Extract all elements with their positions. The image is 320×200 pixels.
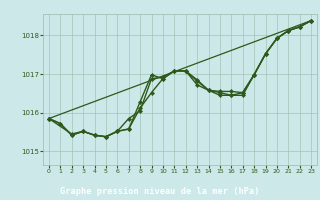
Text: Graphe pression niveau de la mer (hPa): Graphe pression niveau de la mer (hPa) (60, 186, 260, 196)
